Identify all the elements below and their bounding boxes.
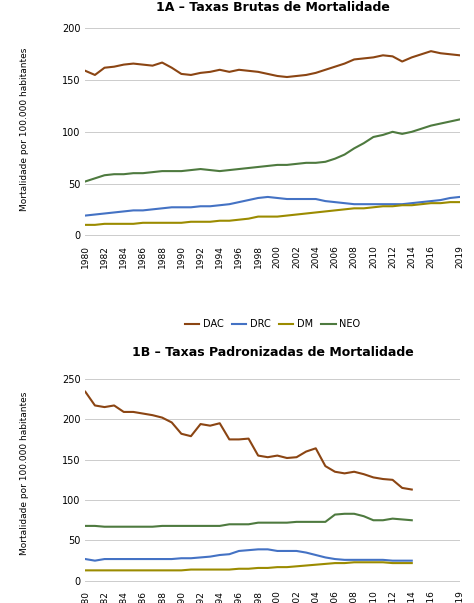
Legend: DAC, DRC, DM, NEO: DAC, DRC, DM, NEO: [181, 315, 365, 333]
Title: 1B – Taxas Padronizadas de Mortalidade: 1B – Taxas Padronizadas de Mortalidade: [132, 346, 413, 359]
Y-axis label: Mortalidade por 100.000 habitantes: Mortalidade por 100.000 habitantes: [20, 392, 29, 555]
Title: 1A – Taxas Brutas de Mortalidade: 1A – Taxas Brutas de Mortalidade: [155, 1, 390, 14]
Y-axis label: Mortalidade por 100.000 habitantes: Mortalidade por 100.000 habitantes: [20, 48, 29, 211]
